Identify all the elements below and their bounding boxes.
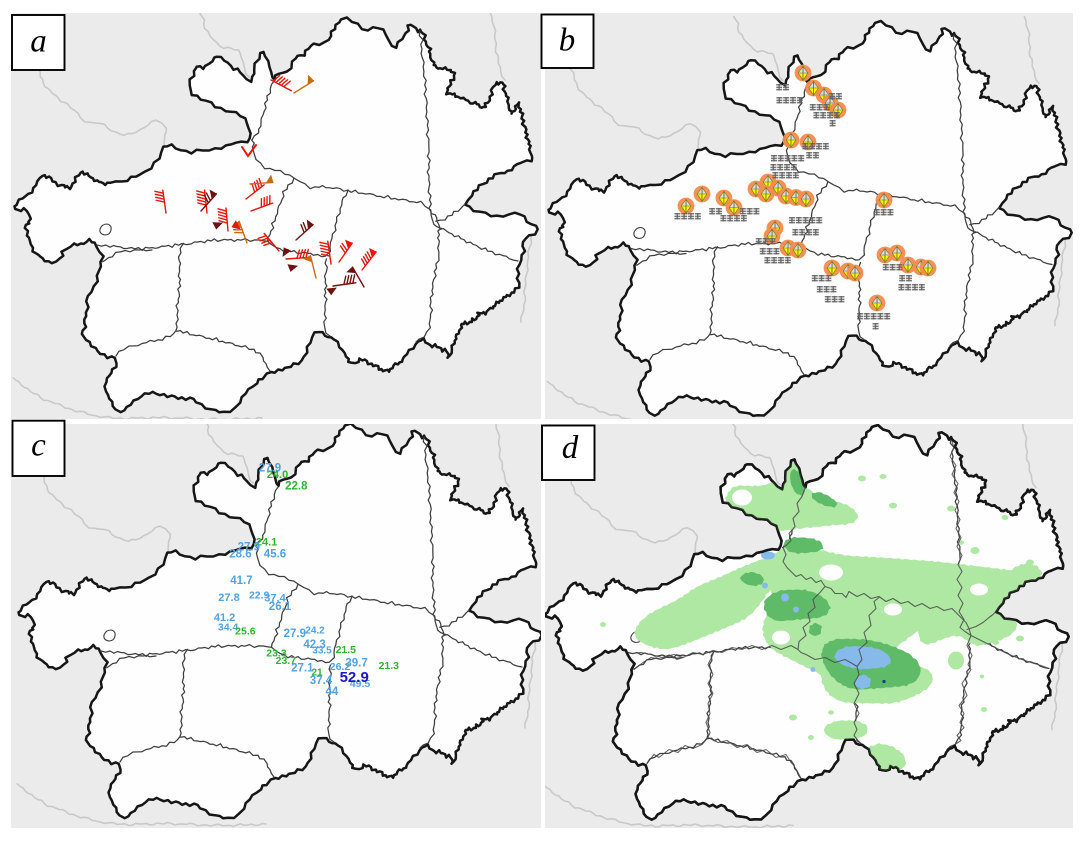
svg-text:21.3: 21.3 <box>379 660 400 672</box>
svg-text:41.7: 41.7 <box>230 575 252 587</box>
svg-text:21.5: 21.5 <box>336 644 357 656</box>
svg-text:28.6: 28.6 <box>229 549 251 561</box>
svg-text:21: 21 <box>311 668 323 679</box>
svg-text:52.9: 52.9 <box>340 669 369 686</box>
svg-text:45.6: 45.6 <box>264 549 286 561</box>
svg-text:24.2: 24.2 <box>305 626 325 637</box>
svg-text:24.0: 24.0 <box>267 469 288 481</box>
svg-text:25.6: 25.6 <box>235 625 256 637</box>
svg-text:49.5: 49.5 <box>350 678 371 690</box>
svg-text:33.5: 33.5 <box>312 646 332 657</box>
svg-text:23.7: 23.7 <box>276 655 297 667</box>
svg-text:26.2: 26.2 <box>330 661 351 673</box>
svg-text:44: 44 <box>326 686 339 698</box>
svg-text:27.9: 27.9 <box>238 542 260 554</box>
svg-text:d: d <box>562 430 579 466</box>
svg-text:24.1: 24.1 <box>256 537 277 549</box>
svg-text:a: a <box>30 24 47 60</box>
svg-text:27.1: 27.1 <box>291 662 314 674</box>
svg-text:22.9: 22.9 <box>249 589 270 601</box>
svg-text:34.4: 34.4 <box>218 622 239 634</box>
svg-text:27.8: 27.8 <box>218 592 239 604</box>
svg-text:b: b <box>559 23 576 59</box>
svg-text:37.4: 37.4 <box>310 675 333 687</box>
svg-text:c: c <box>31 428 46 464</box>
svg-text:41.2: 41.2 <box>214 612 235 624</box>
svg-text:26.1: 26.1 <box>269 601 292 613</box>
svg-text:37.4: 37.4 <box>264 593 286 605</box>
svg-text:27.9: 27.9 <box>259 463 281 475</box>
svg-text:27.9: 27.9 <box>284 628 306 640</box>
svg-text:23.3: 23.3 <box>266 647 287 659</box>
svg-text:39.7: 39.7 <box>345 658 367 670</box>
svg-text:42.3: 42.3 <box>303 639 325 651</box>
svg-text:22.8: 22.8 <box>285 480 308 492</box>
